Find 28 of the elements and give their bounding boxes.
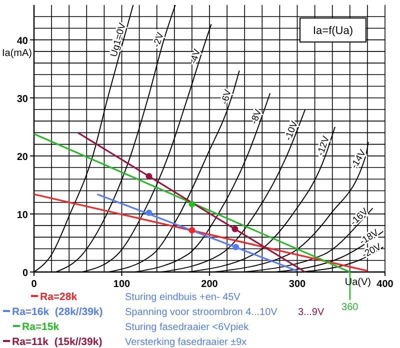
legend-label: Ra=28k bbox=[40, 291, 78, 303]
text: 3...9V bbox=[298, 307, 324, 318]
y-tick-label: 0 bbox=[22, 268, 28, 279]
x-tick-label: 200 bbox=[201, 279, 218, 290]
text: Versterking fasedraaier ±9x bbox=[125, 337, 247, 348]
y-tick-label: 40 bbox=[16, 36, 28, 47]
x-tick-label: 300 bbox=[288, 279, 306, 290]
legend-label: Ra=16k (28k//39k) bbox=[12, 306, 103, 318]
annotation: -10V bbox=[282, 119, 301, 142]
x-tick-label: 0 bbox=[31, 279, 38, 290]
y-axis-title: Ia(mA) bbox=[2, 48, 32, 59]
text: Sturing fasedraaier <6Vpiek bbox=[125, 322, 250, 333]
legend-label: Ra=15k bbox=[22, 321, 60, 333]
y-tick-label: 20 bbox=[16, 152, 28, 163]
annotation: -6V bbox=[219, 88, 234, 106]
x-tick-label: 100 bbox=[113, 279, 131, 290]
annotation: -8V bbox=[248, 107, 264, 126]
text: Ia=f(Ua) bbox=[312, 25, 354, 37]
annotation: Ug1=0V bbox=[108, 21, 129, 58]
y-tick-label: 30 bbox=[16, 94, 28, 105]
x-tick-label: 400 bbox=[376, 279, 394, 290]
text: Sturing eindbuis +en- 45V bbox=[125, 292, 241, 303]
legend-label: Ra=11k (15k//39k) bbox=[12, 336, 102, 348]
annotation: -12V bbox=[315, 134, 332, 158]
text: Spanning voor stroombron 4...10V bbox=[125, 307, 278, 318]
y-tick-label: 10 bbox=[16, 210, 28, 221]
ref-line-label: 360 bbox=[342, 302, 359, 313]
annotation: -4V bbox=[188, 47, 204, 66]
